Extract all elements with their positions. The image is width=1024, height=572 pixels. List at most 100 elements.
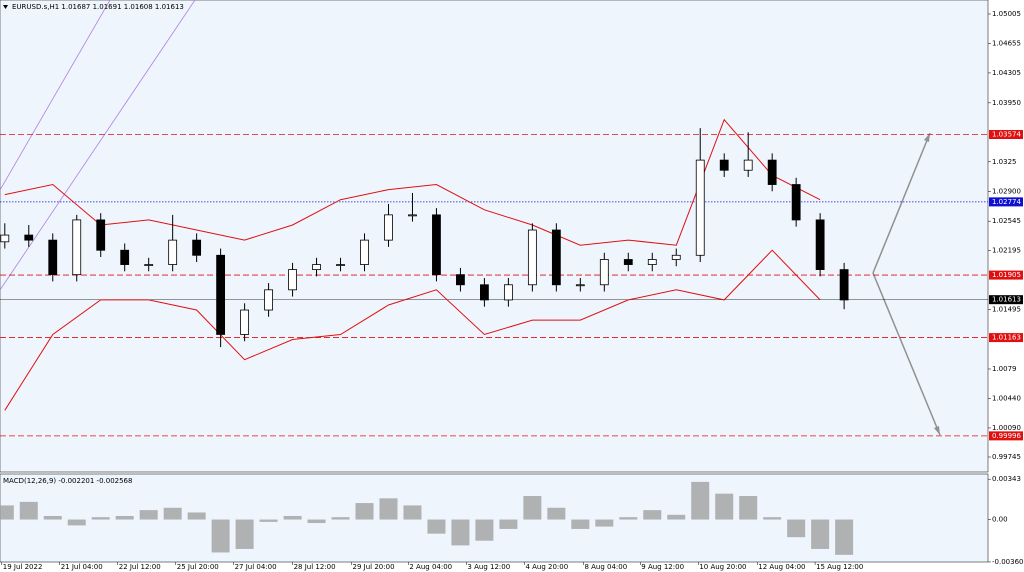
macd-bar bbox=[0, 505, 14, 520]
macd-bar bbox=[547, 507, 566, 520]
macd-bar bbox=[619, 517, 638, 520]
trend-line bbox=[0, 0, 111, 191]
candle-body bbox=[671, 254, 681, 260]
x-tick-label: 19 Jul 2022 bbox=[3, 563, 43, 571]
macd-bar bbox=[43, 516, 62, 520]
macd-bar bbox=[475, 519, 494, 541]
macd-bar bbox=[427, 519, 446, 534]
y-tick-label: 1.04305 bbox=[992, 69, 1021, 77]
candle-body bbox=[384, 214, 393, 241]
x-tick-label: 22 Jul 12:00 bbox=[119, 563, 161, 571]
macd-bar bbox=[787, 519, 806, 538]
menu-arrow bbox=[3, 5, 8, 9]
level-label: 1.01613 bbox=[992, 296, 1021, 304]
candle-body bbox=[480, 284, 489, 301]
macd-bar bbox=[115, 516, 134, 520]
x-tick-label: 10 Aug 20:00 bbox=[699, 563, 746, 571]
y-tick-label: 1.0325 bbox=[992, 158, 1017, 166]
candle-body bbox=[503, 284, 513, 301]
candle-body bbox=[456, 274, 465, 286]
macd-bar bbox=[19, 501, 38, 520]
x-tick-label: 21 Jul 04:00 bbox=[61, 563, 103, 571]
candle-body bbox=[264, 289, 273, 311]
x-tick-label: 29 Jul 20:00 bbox=[353, 563, 395, 571]
macd-bar bbox=[211, 519, 230, 553]
candle-body bbox=[815, 219, 825, 271]
level-label: 1.02774 bbox=[992, 198, 1021, 206]
level-label: 1.03574 bbox=[992, 131, 1021, 139]
macd-y-tick-label: 0.00343 bbox=[992, 475, 1021, 483]
candle-body bbox=[791, 184, 801, 221]
level-label: 1.01905 bbox=[992, 271, 1021, 279]
bollinger-band bbox=[4, 249, 821, 411]
level-box bbox=[989, 295, 1023, 305]
macd-title: MACD(12,26,9) -0.002201 -0.002568 bbox=[3, 477, 132, 485]
price-panel bbox=[0, 0, 989, 473]
y-tick-label: 1.0079 bbox=[992, 365, 1017, 373]
chart-title: EURUSD.s,H1 1.01687 1.01691 1.01608 1.01… bbox=[12, 3, 184, 11]
macd-bar bbox=[67, 519, 86, 526]
x-tick-label: 15 Aug 12:00 bbox=[816, 563, 863, 571]
x-tick-label: 3 Aug 12:00 bbox=[467, 563, 510, 571]
x-tick-label: 27 Jul 04:00 bbox=[235, 563, 277, 571]
candle-body bbox=[527, 229, 537, 286]
candle-body bbox=[216, 254, 226, 335]
macd-bar bbox=[379, 498, 398, 520]
candle-body bbox=[551, 229, 561, 286]
y-tick-label: 0.99745 bbox=[992, 453, 1021, 461]
candle-body bbox=[408, 214, 417, 217]
macd-bar bbox=[691, 481, 710, 520]
y-tick-label: 1.02900 bbox=[992, 187, 1021, 195]
macd-bar bbox=[331, 517, 350, 520]
y-tick-label: 1.00440 bbox=[992, 394, 1021, 402]
x-tick-label: 8 Aug 04:00 bbox=[584, 563, 627, 571]
macd-bar bbox=[91, 517, 110, 520]
candle-body bbox=[432, 214, 441, 276]
x-tick-label: 9 Aug 12:00 bbox=[641, 563, 684, 571]
level-box bbox=[989, 333, 1023, 343]
candle-body bbox=[575, 284, 585, 287]
macd-bar bbox=[739, 496, 758, 520]
candle-body bbox=[48, 239, 58, 276]
y-tick-label: 1.01495 bbox=[992, 306, 1021, 314]
candle-body bbox=[599, 259, 609, 286]
macd-bar bbox=[643, 510, 662, 520]
candle-body bbox=[312, 264, 321, 271]
candle-body bbox=[144, 264, 154, 266]
y-tick-label: 1.03950 bbox=[992, 99, 1021, 107]
y-tick-label: 1.02545 bbox=[992, 217, 1021, 225]
projection-arrow bbox=[872, 272, 941, 436]
candle-body bbox=[623, 259, 633, 265]
y-tick-label: 1.04655 bbox=[992, 39, 1021, 47]
macd-bar bbox=[139, 510, 158, 520]
candle-body bbox=[288, 269, 297, 291]
bollinger-band bbox=[4, 118, 821, 246]
macd-bar bbox=[835, 519, 854, 555]
candle-body bbox=[72, 219, 82, 276]
macd-bar bbox=[403, 505, 422, 520]
level-label: 1.01163 bbox=[992, 334, 1021, 342]
macd-bar bbox=[187, 512, 206, 520]
y-tick-label: 1.00090 bbox=[992, 424, 1021, 432]
candle-body bbox=[0, 234, 10, 243]
macd-bar bbox=[523, 496, 542, 520]
macd-bar bbox=[235, 519, 254, 549]
macd-bar bbox=[451, 519, 470, 546]
x-tick-label: 2 Aug 04:00 bbox=[409, 563, 452, 571]
level-label: 0.99996 bbox=[992, 432, 1021, 440]
x-tick-label: 25 Jul 20:00 bbox=[177, 563, 219, 571]
macd-bar bbox=[715, 493, 734, 520]
x-tick-label: 28 Jul 12:00 bbox=[294, 563, 336, 571]
level-box bbox=[989, 431, 1023, 441]
arrow-head bbox=[924, 133, 930, 142]
candle-body bbox=[839, 269, 849, 301]
candle-body bbox=[120, 249, 130, 265]
candle-body bbox=[192, 239, 202, 256]
candle-body bbox=[360, 239, 369, 265]
candle-body bbox=[240, 309, 250, 335]
macd-y-tick-label: -0.003606 bbox=[992, 558, 1024, 566]
macd-bar bbox=[667, 514, 686, 520]
arrow-head bbox=[934, 426, 940, 435]
macd-bar bbox=[163, 507, 182, 520]
